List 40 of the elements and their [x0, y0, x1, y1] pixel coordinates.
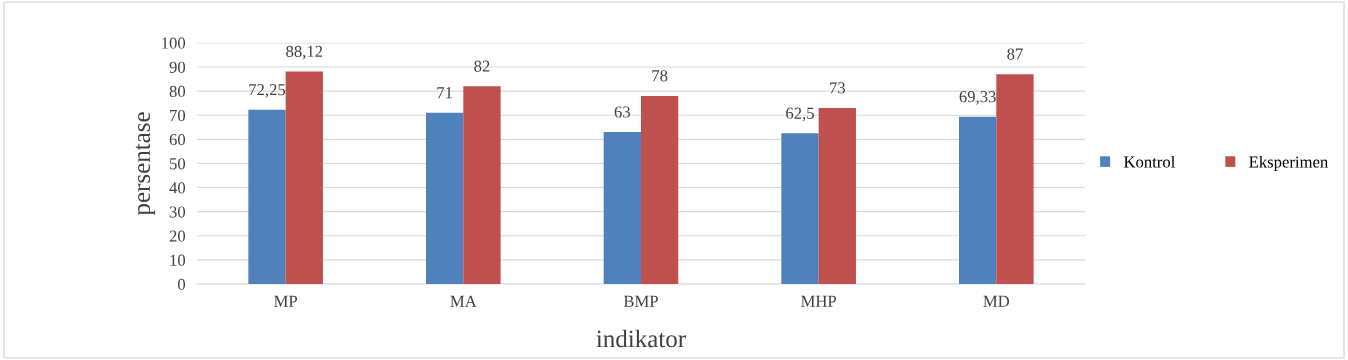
data-label: 87: [1007, 48, 1023, 60]
data-label: 63: [614, 106, 630, 118]
legend-label: Kontrol: [1123, 155, 1175, 168]
y-tick-label: 70: [170, 109, 186, 122]
y-tick-label: 80: [169, 85, 186, 98]
data-label: 62,5: [786, 107, 814, 122]
bar: [640, 95, 679, 285]
bar: [818, 107, 856, 285]
y-tick-label: 10: [170, 254, 186, 266]
y-tick-label: 50: [170, 158, 186, 170]
data-label: 71: [437, 87, 452, 99]
data-label: 78: [652, 70, 668, 82]
y-tick-label: 20: [169, 230, 186, 242]
y-tick-label: 90: [169, 61, 186, 73]
y-tick-label: 100: [162, 37, 186, 49]
x-tick-label: MP: [274, 295, 298, 307]
legend-label: Eksperimen: [1249, 155, 1329, 171]
x-tick-label: BMP: [623, 295, 658, 307]
bar: [781, 133, 819, 285]
y-tick-label: 30: [169, 206, 186, 218]
data-label: 72,25: [249, 84, 286, 98]
data-label: 88,12: [286, 45, 323, 60]
x-tick-label: MHP: [801, 295, 837, 307]
x-axis-title: indikator: [596, 329, 686, 348]
y-tick-label: 40: [169, 182, 186, 194]
x-tick-label: MD: [983, 295, 1010, 307]
bar: [959, 116, 997, 285]
data-label: 69,33: [959, 91, 996, 105]
y-tick-label: 60: [169, 134, 186, 146]
bar: [285, 71, 323, 285]
y-tick-label: 0: [178, 278, 186, 290]
bar: [603, 132, 641, 285]
bar: [426, 112, 464, 285]
data-label: 82: [474, 60, 490, 72]
x-tick-label: MA: [450, 295, 477, 307]
bar: [463, 86, 501, 285]
bar: [996, 74, 1034, 285]
y-axis-title: persentase: [135, 112, 156, 216]
data-label: 73: [830, 82, 845, 94]
bar: [248, 109, 286, 285]
